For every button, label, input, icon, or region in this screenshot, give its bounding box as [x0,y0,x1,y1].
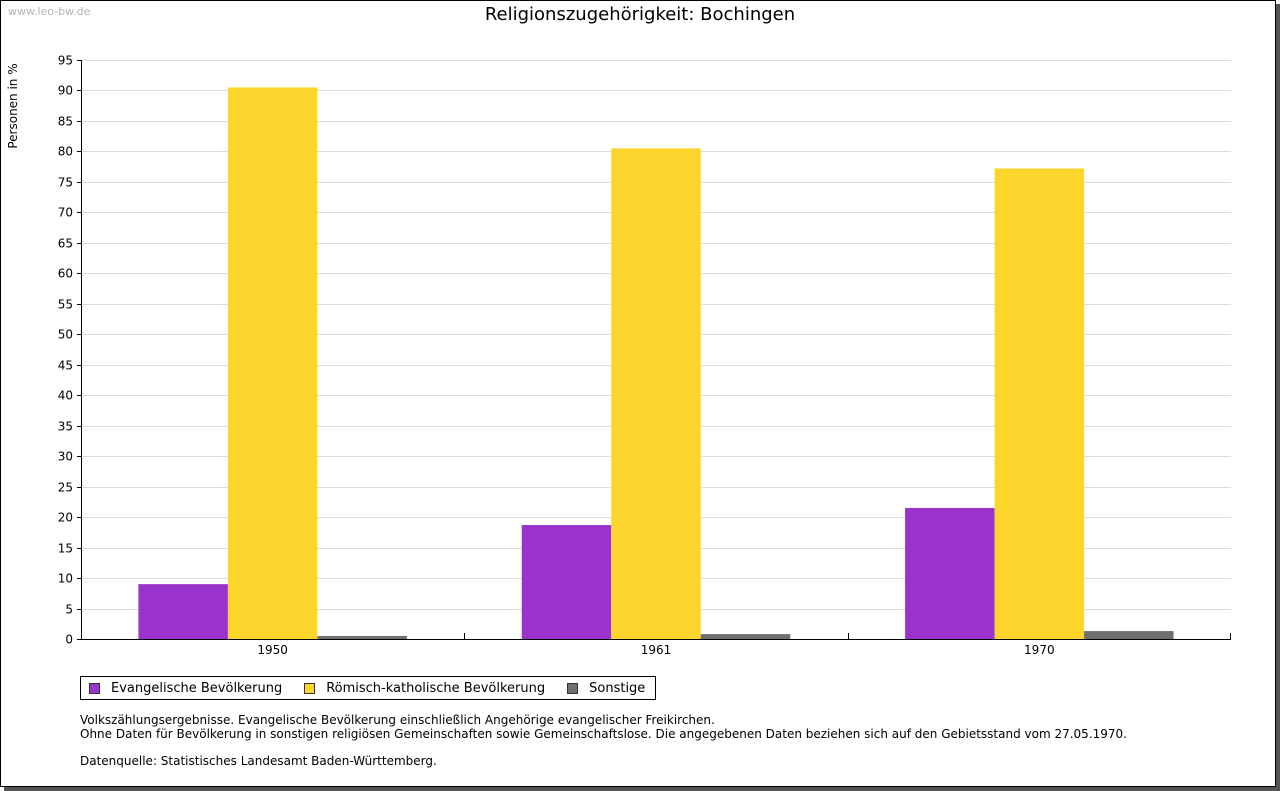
y-tick-label-25: 25 [58,481,73,495]
bar-1950-sonstige [317,635,407,639]
y-tick-label-50: 50 [58,328,73,342]
bars [138,87,1174,639]
legend-swatch-evangelisch [89,682,100,694]
legend-swatch-sonstige [567,682,579,694]
bar-1950-r-misch-katholische-bev-lkerung [227,87,318,639]
y-tick-label-15: 15 [58,542,73,556]
legend-label-katholisch: Römisch-katholische Bevölkerung [326,680,546,696]
legend-swatch-katholisch [304,682,316,694]
y-tick-label-70: 70 [58,206,73,220]
bar-1970-evangelische-bev-lkerung [905,507,995,639]
y-tick-label-45: 45 [58,359,73,373]
bar-1961-sonstige [700,634,791,639]
y-tick-label-30: 30 [58,450,73,464]
y-tick-label-10: 10 [58,572,73,586]
chart-notes: Volkszählungsergebnisse. Evangelische Be… [80,713,1127,768]
note-line-1: Volkszählungsergebnisse. Evangelische Be… [80,713,715,727]
y-tick-label-65: 65 [58,237,73,251]
bar-chart: 0 5 10 15 20 25 30 35 40 45 50 55 60 65 70 75 80 85 90 95 19… [58,54,1231,657]
bar-1961-r-misch-katholische-bev-lkerung [611,148,701,639]
x-tick-label-1950: 1950 [257,643,288,657]
bar-1970-r-misch-katholische-bev-lkerung [994,168,1085,639]
data-source: Datenquelle: Statistisches Landesamt Bad… [80,754,437,768]
y-tick-label-40: 40 [58,389,73,403]
y-tick-label-75: 75 [58,176,73,190]
bar-1950-evangelische-bev-lkerung [138,584,228,639]
y-tick-label-90: 90 [58,84,73,98]
legend-label-evangelisch: Evangelische Bevölkerung [111,680,283,696]
legend: Evangelische Bevölkerung Römisch-katholi… [80,676,657,700]
y-tick-label-0: 0 [65,633,73,647]
legend-item-evangelisch: Evangelische Bevölkerung [89,681,282,696]
legend-item-katholisch: Römisch-katholische Bevölkerung [304,681,545,696]
y-tick-label-35: 35 [58,420,73,434]
y-tick-label-80: 80 [58,145,73,159]
legend-item-sonstige: Sonstige [567,681,645,696]
chart-title: Religionszugehörigkeit: Bochingen [484,4,796,25]
y-tick-label-5: 5 [65,603,73,617]
y-tick-label-55: 55 [58,298,73,312]
bar-1961-evangelische-bev-lkerung [521,525,612,639]
y-tick-label-20: 20 [58,511,73,525]
watermark: www.leo-bw.de [8,5,91,18]
x-tick-label-1961: 1961 [641,643,672,657]
y-tick-label-60: 60 [58,267,73,281]
x-tick-label-1970: 1970 [1024,643,1055,657]
note-line-2: Ohne Daten für Bevölkerung in sonstigen … [80,727,1127,741]
axes: 0 5 10 15 20 25 30 35 40 45 50 55 60 65 70 75 80 85 90 95 19… [58,54,1231,657]
bar-1970-sonstige [1084,631,1174,639]
legend-label-sonstige: Sonstige [589,680,646,696]
y-tick-label-95: 95 [58,54,73,68]
y-tick-label-85: 85 [58,115,73,129]
